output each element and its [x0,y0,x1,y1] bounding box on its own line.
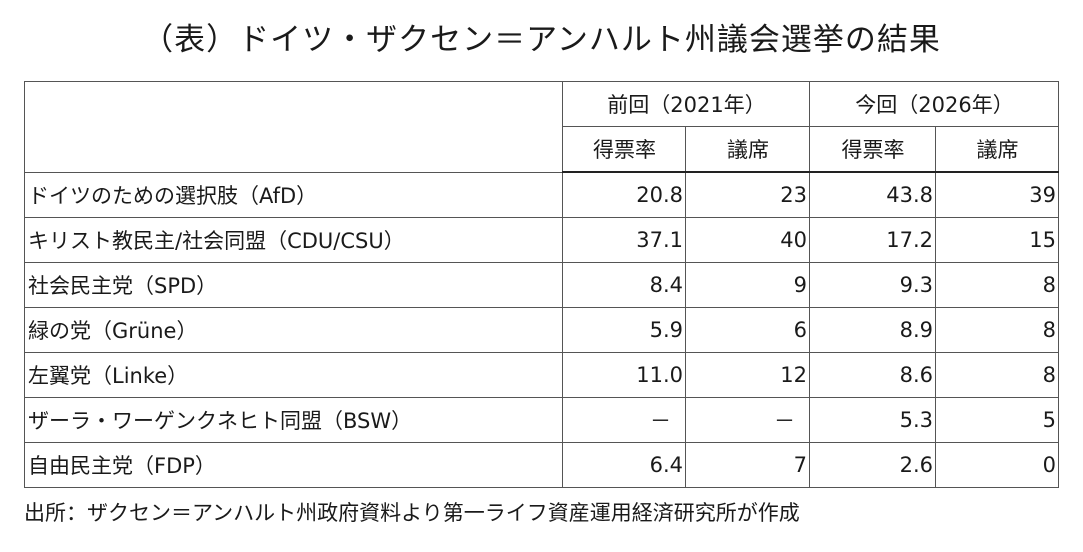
prev-seats: 40 [684,217,811,263]
prev-seats: 12 [684,352,811,398]
curr-vote-share: 8.9 [809,307,937,353]
table-row: 社会民主党（SPD） 8.4 9 9.3 8 [24,262,1060,308]
prev-seats: 23 [684,171,811,218]
prev-vote-share: 8.4 [562,262,686,308]
curr-vote-share: 17.2 [809,217,937,263]
party-name: 緑の党（Grüne） [24,307,563,353]
curr-seats: 8 [935,307,1060,353]
curr-seats-header: 議席 [935,126,1060,173]
current-election-header: 今回（2026年） [809,81,1060,127]
curr-vote-share: 2.6 [809,442,937,488]
table-row: ザーラ・ワーゲンクネヒト同盟（BSW） － － 5.3 5 [24,397,1060,443]
table-row: キリスト教民主/社会同盟（CDU/CSU） 37.1 40 17.2 15 [24,217,1060,263]
curr-vote-share: 8.6 [809,352,937,398]
previous-election-header: 前回（2021年） [561,81,811,127]
party-header-cell [24,81,563,173]
party-name: ザーラ・ワーゲンクネヒト同盟（BSW） [24,397,563,443]
curr-vote-share-header: 得票率 [809,126,937,173]
curr-seats: 0 [935,442,1060,488]
table-row: 緑の党（Grüne） 5.9 6 8.9 8 [24,307,1060,353]
prev-vote-share-header: 得票率 [562,126,686,173]
prev-vote-share: 20.8 [562,171,686,218]
curr-vote-share: 43.8 [809,171,937,218]
curr-vote-share: 5.3 [809,397,937,443]
curr-seats: 39 [935,171,1060,218]
prev-vote-share: － [562,397,686,443]
table-row: 自由民主党（FDP） 6.4 7 2.6 0 [24,442,1060,488]
curr-seats: 8 [935,352,1060,398]
curr-seats: 8 [935,262,1060,308]
prev-seats: － [684,397,811,443]
prev-seats: 6 [684,307,811,353]
period-header-row: 前回（2021年） 今回（2026年） [24,81,1060,173]
curr-vote-share: 9.3 [809,262,937,308]
prev-seats: 7 [684,442,811,488]
party-name: 自由民主党（FDP） [24,442,563,488]
prev-seats-header: 議席 [684,126,811,173]
table-title: （表）ドイツ・ザクセン＝アンハルト州議会選挙の結果 [142,22,941,58]
curr-seats: 15 [935,217,1060,263]
party-name: 社会民主党（SPD） [24,262,563,308]
party-name: 左翼党（Linke） [24,352,563,398]
sub-header-row: 得票率 議席 得票率 議席 [25,126,1060,173]
prev-seats: 9 [684,262,811,308]
prev-vote-share: 11.0 [562,352,686,398]
table-row: 左翼党（Linke） 11.0 12 8.6 8 [24,352,1060,398]
curr-seats: 5 [935,397,1060,443]
table-row: ドイツのための選択肢（AfD） 20.8 23 43.8 39 [24,171,1060,218]
party-name: キリスト教民主/社会同盟（CDU/CSU） [24,217,563,263]
election-results-table: 前回（2021年） 今回（2026年） 得票率 議席 得票率 議席 ドイツのため… [24,81,1060,488]
prev-vote-share: 37.1 [562,217,686,263]
prev-vote-share: 5.9 [562,307,686,353]
prev-vote-share: 6.4 [562,442,686,488]
party-name: ドイツのための選択肢（AfD） [24,171,563,218]
source-note: 出所：ザクセン＝アンハルト州政府資料より第一ライフ資産運用経済研究所が作成 [24,501,800,525]
